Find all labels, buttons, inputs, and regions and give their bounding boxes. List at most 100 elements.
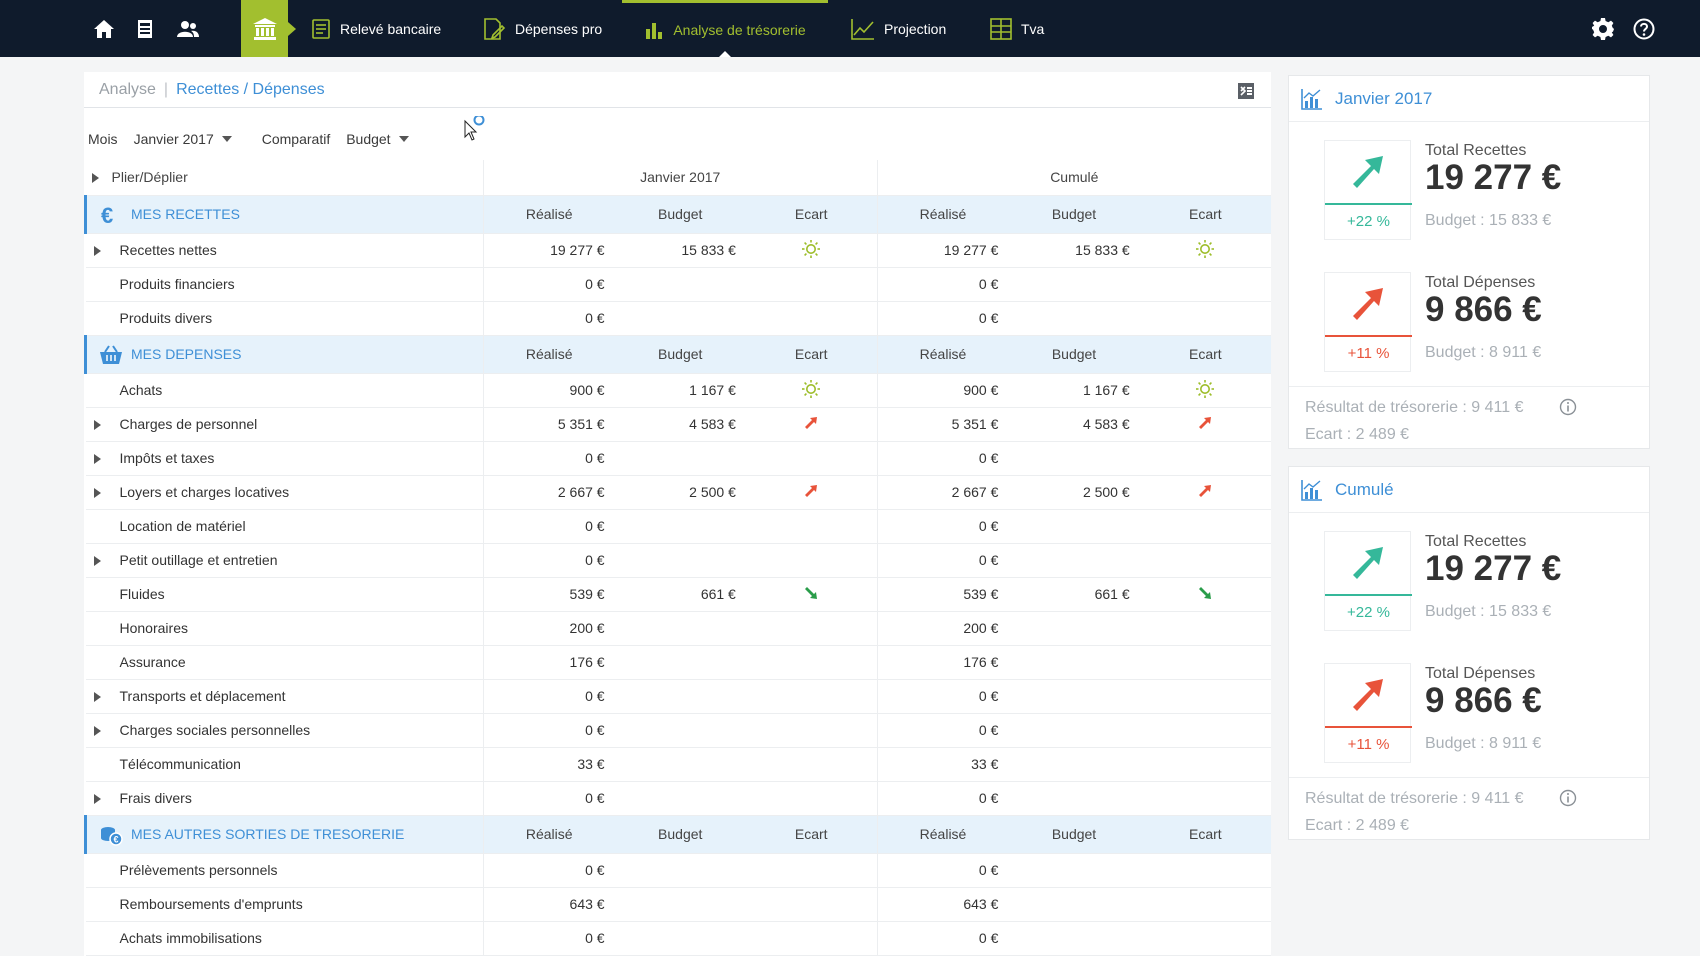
ecart-indicator [1139, 233, 1271, 268]
documents-icon[interactable] [134, 0, 156, 57]
realise-value: 0 € [483, 713, 615, 748]
col-realise: Réalisé [483, 335, 615, 374]
mouse-cursor-icon [464, 116, 485, 141]
plier-label: Plier/Déplier [111, 169, 188, 186]
col-ecart: Ecart [1139, 815, 1271, 854]
ecart-indicator [745, 233, 878, 268]
realise-value: 0 € [483, 781, 615, 816]
expand-triangle-icon[interactable] [93, 419, 101, 430]
ecart-indicator [1139, 267, 1271, 302]
chart-growth-icon [1301, 88, 1322, 110]
export-excel-icon[interactable] [1237, 82, 1255, 100]
plier-deplier-toggle[interactable]: Plier/Déplier [85, 160, 484, 196]
nav-depenses-pro[interactable]: Dépenses pro [482, 0, 602, 57]
budget-value: 15 833 € [614, 233, 746, 268]
expand-triangle-icon[interactable] [93, 725, 101, 736]
info-icon[interactable] [1559, 398, 1577, 416]
row-label: Fluides [119, 586, 165, 602]
nav-projection[interactable]: Projection [851, 0, 946, 57]
ecart-indicator [1139, 301, 1271, 336]
ecart-indicator [745, 781, 878, 816]
arrow-up-right-icon [1325, 273, 1412, 337]
svg-text:€: € [114, 834, 119, 844]
budget-value: 661 € [614, 577, 746, 612]
table-row[interactable]: Impôts et taxes 0 € 0 € [85, 441, 1271, 476]
budget-value [1008, 645, 1140, 680]
table-row[interactable]: Recettes nettes 19 277 €15 833 €19 277 €1… [85, 233, 1271, 268]
mois-select[interactable]: Janvier 2017 [134, 131, 232, 147]
table-row[interactable]: Loyers et charges locatives 2 667 €2 500 … [85, 475, 1271, 510]
expand-triangle-icon[interactable] [93, 793, 101, 804]
realise-value: 539 € [483, 577, 615, 612]
line-chart-icon [851, 18, 874, 40]
col-ecart: Ecart [1139, 335, 1271, 374]
section-header-depenses: MES DEPENSES Réalisé Budget Ecart Réalisé Bud… [84, 335, 1271, 374]
realise-value: 643 € [877, 887, 1009, 922]
kpi-percent: +22 % [1347, 213, 1390, 230]
nav-releve-bancaire[interactable]: Relevé bancaire [311, 0, 441, 57]
gear-icon[interactable] [1592, 0, 1614, 57]
col-ecart: Ecart [745, 195, 878, 234]
row-label: Produits divers [119, 310, 213, 326]
expand-triangle-icon[interactable] [93, 487, 101, 498]
bank-tab[interactable] [241, 0, 296, 57]
users-icon[interactable] [176, 0, 200, 57]
col-budget: Budget [614, 195, 746, 234]
row-label: Honoraires [119, 620, 188, 636]
table-row[interactable]: Petit outillage et entretien 0 € 0 € [85, 543, 1271, 578]
arrow-up-right-icon [1199, 484, 1212, 497]
table-row[interactable]: Charges sociales personnelles 0 € 0 € [85, 713, 1271, 748]
realise-value: 0 € [483, 301, 615, 336]
table-row[interactable]: Transports et déplacement 0 € 0 € [85, 679, 1271, 714]
budget-value [614, 781, 746, 816]
row-label: Location de matériel [119, 518, 246, 534]
chevron-down-icon [398, 136, 409, 142]
help-icon[interactable] [1633, 0, 1655, 57]
realise-value: 900 € [483, 373, 615, 408]
ecart-indicator [745, 577, 878, 612]
ecart-indicator [1139, 577, 1271, 612]
info-icon[interactable] [1559, 789, 1577, 807]
realise-value: 5 351 € [483, 407, 615, 442]
col-realise: Réalisé [877, 195, 1009, 234]
coins-icon: € [101, 826, 123, 846]
kpi-budget: Budget : 8 911 € [1425, 344, 1542, 361]
resultat-tresorerie: Résultat de trésorerie : 9 411 € [1305, 399, 1524, 416]
ecart-total: Ecart : 2 489 € [1305, 817, 1410, 834]
comparatif-select[interactable]: Budget [346, 131, 409, 147]
budget-value [1008, 747, 1140, 782]
breadcrumb-current: Recettes / Dépenses [176, 80, 325, 98]
table-row[interactable]: Charges de personnel 5 351 €4 583 €5 351 … [85, 407, 1271, 442]
table-row: Prélèvements personnels 0 € 0 € [85, 853, 1271, 888]
kpi-indicator: +22 % [1324, 531, 1412, 631]
col-realise: Réalisé [877, 815, 1009, 854]
col-budget: Budget [614, 815, 746, 854]
ecart-indicator [1139, 887, 1271, 922]
kpi-indicator: +22 % [1324, 140, 1412, 240]
ecart-indicator [745, 921, 878, 956]
table-row: Achats 900 €1 167 €900 €1 167 € [85, 373, 1271, 408]
table-row: Honoraires 200 € 200 € [85, 611, 1271, 646]
table-row: Remboursements d'emprunts 643 € 643 € [85, 887, 1271, 922]
section-header-autres: € MES AUTRES SORTIES DE TRESORERIE Réalisé… [84, 815, 1271, 854]
panel-title: Cumulé [1335, 479, 1394, 499]
kpi-value: 19 277 € [1425, 158, 1562, 197]
svg-text:€: € [101, 204, 113, 226]
breadcrumb-parent[interactable]: Analyse [99, 80, 156, 98]
realise-value: 643 € [483, 887, 615, 922]
col-budget: Budget [1008, 335, 1140, 374]
expand-triangle-icon[interactable] [93, 555, 101, 566]
nav-analyse-tresorerie[interactable]: Analyse de trésorerie [622, 0, 828, 57]
expand-triangle-icon[interactable] [93, 245, 101, 256]
kpi-depenses: +11 % Total Dépenses 9 866 € Budget : 8 911… [1289, 645, 1649, 777]
col-budget: Budget [1008, 195, 1140, 234]
realise-value: 0 € [877, 441, 1009, 476]
nav-tva[interactable]: Tva [990, 0, 1044, 57]
home-icon[interactable] [92, 0, 116, 57]
sun-icon [802, 379, 821, 398]
expand-triangle-icon[interactable] [93, 453, 101, 464]
table-row[interactable]: Frais divers 0 € 0 € [85, 781, 1271, 816]
expand-triangle-icon[interactable] [93, 691, 101, 702]
kpi-title: Total Recettes [1425, 142, 1527, 159]
mois-value: Janvier 2017 [133, 131, 214, 147]
